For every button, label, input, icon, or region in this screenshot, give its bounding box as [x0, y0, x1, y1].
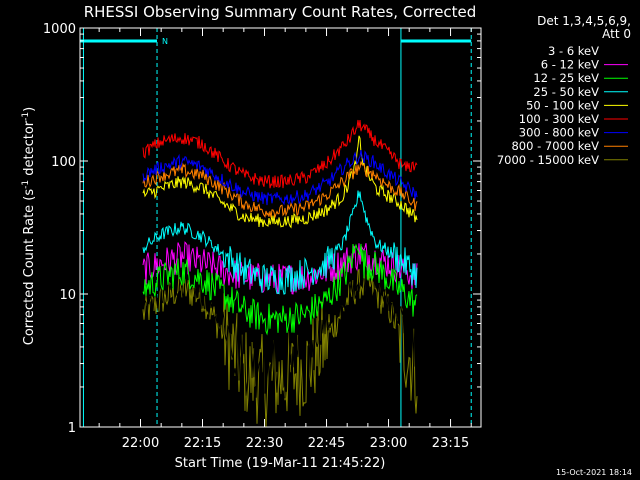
series-line-8: [142, 268, 418, 428]
x-tick-label-3: 22:45: [308, 436, 345, 451]
x-axis: 22:00 22:15 22:30 22:45 23:00 23:15: [98, 28, 472, 451]
footer-timestamp: 15-Oct-2021 18:14: [556, 468, 632, 477]
series-7: [142, 161, 418, 218]
legend-label-2: 12 - 25 keV: [533, 71, 599, 85]
x-tick-label-4: 23:00: [370, 436, 407, 451]
legend-label-6: 300 - 800 keV: [519, 126, 599, 140]
series-8: [142, 268, 418, 428]
series-line-4: [142, 135, 418, 229]
x-tick-label-2: 22:30: [246, 436, 283, 451]
y-axis: 1 10 100 1000: [43, 22, 481, 436]
series-line-5: [142, 119, 418, 189]
x-axis-label: Start Time (19-Mar-11 21:45:22): [175, 456, 386, 471]
y-tick-label-0: 1: [68, 421, 76, 436]
plot-area: N: [80, 28, 472, 428]
y-axis-label-sup2: -1: [21, 112, 31, 121]
y-tick-label-2: 100: [51, 155, 76, 170]
legend-label-8: 7000 - 15000 keV: [497, 153, 599, 167]
legend-label-3: 25 - 50 keV: [533, 85, 599, 99]
y-axis-label-main: Corrected Count Rate (s: [22, 189, 37, 346]
series-line-6: [142, 150, 418, 206]
legend-header-line1: Det 1,3,4,5,6,9,: [537, 14, 631, 28]
y-axis-label-mid: detector: [22, 120, 37, 180]
series-line-2: [142, 243, 418, 336]
y-axis-label-sup1: -1: [21, 180, 31, 189]
y-tick-label-3: 1000: [43, 22, 76, 37]
legend-label-0: 3 - 6 keV: [548, 44, 599, 58]
x-tick-label-5: 23:15: [432, 436, 469, 451]
x-tick-label-0: 22:00: [122, 436, 159, 451]
series-2: [142, 243, 418, 336]
y-axis-label: Corrected Count Rate (s-1 detector-1): [21, 107, 37, 345]
series-line-3: [142, 190, 418, 295]
legend-label-5: 100 - 300 keV: [519, 112, 599, 126]
legend-label-7: 800 - 7000 keV: [511, 139, 599, 153]
series-4: [142, 135, 418, 229]
series-line-7: [142, 161, 418, 218]
x-tick-label-1: 22:15: [184, 436, 221, 451]
night-marker-label: N: [162, 37, 168, 46]
series-5: [142, 119, 418, 189]
y-axis-label-end: ): [22, 107, 37, 112]
legend-header-line2: Att 0: [602, 27, 631, 41]
legend-label-1: 6 - 12 keV: [541, 58, 599, 72]
series-3: [142, 190, 418, 295]
plot-frame: [79, 27, 482, 428]
legend-label-4: 50 - 100 keV: [526, 98, 599, 112]
y-tick-label-1: 10: [59, 288, 76, 303]
chart-title: RHESSI Observing Summary Count Rates, Co…: [84, 3, 477, 21]
series-6: [142, 150, 418, 206]
